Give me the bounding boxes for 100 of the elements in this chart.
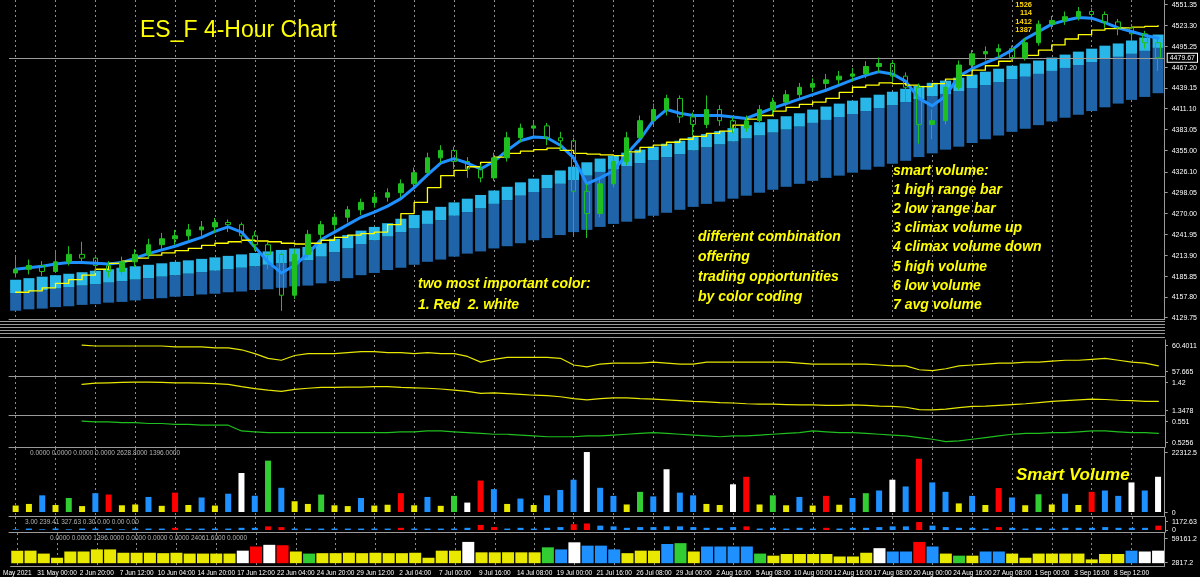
bar [661, 143, 673, 158]
bar [1035, 494, 1042, 512]
bar [541, 547, 554, 564]
bar [158, 505, 165, 512]
candlestick [1049, 15, 1055, 30]
candlestick [39, 260, 45, 277]
bar [544, 495, 550, 512]
candlestick [504, 131, 510, 163]
bar [650, 527, 657, 530]
bar [1155, 476, 1162, 512]
bar [488, 203, 500, 249]
bar [1128, 527, 1135, 530]
bar [424, 496, 431, 512]
bar [767, 555, 780, 564]
bar [703, 527, 710, 530]
bar [690, 527, 697, 530]
candlestick [199, 220, 204, 237]
bar [860, 97, 872, 112]
bar [1088, 527, 1095, 530]
bar [411, 505, 418, 512]
bar [767, 132, 779, 190]
bar [716, 527, 723, 530]
bar [12, 505, 19, 512]
candlestick [451, 146, 457, 170]
bar [743, 476, 750, 512]
bar [477, 524, 484, 530]
bar [597, 525, 604, 530]
candlestick [93, 254, 98, 274]
annotation: smart volume: 1 high range bar 2 low range bar 3 climax volume up 4 climax volume down 5 high volume 6 low volume 7 avg volume [892, 161, 1042, 312]
bar [384, 504, 391, 512]
bar [1142, 527, 1149, 530]
candlestick [770, 97, 776, 115]
line-series [81, 420, 1159, 443]
bar [661, 543, 674, 564]
bar [1155, 525, 1162, 530]
candlestick [929, 109, 935, 140]
bar [209, 257, 221, 271]
bar [10, 279, 22, 293]
bar [647, 160, 659, 216]
bar [1101, 490, 1108, 512]
bar [1019, 63, 1031, 77]
bar [807, 122, 819, 181]
bar [687, 150, 699, 207]
bar [169, 261, 181, 276]
bar [1048, 504, 1055, 512]
bar [36, 290, 48, 309]
bar [740, 138, 752, 196]
bar [397, 493, 404, 512]
bar [289, 551, 302, 564]
bar [528, 191, 540, 241]
bar [793, 113, 805, 127]
bar [863, 527, 870, 530]
bar [451, 495, 458, 512]
candlestick [13, 256, 18, 278]
bar [716, 505, 723, 512]
bar [862, 493, 869, 512]
bar [132, 504, 139, 512]
bar [982, 505, 989, 512]
bar [541, 174, 553, 189]
candlestick [438, 144, 443, 164]
bar [421, 223, 433, 262]
bar [650, 496, 657, 512]
bar [182, 273, 194, 296]
bar [265, 526, 272, 530]
candlestick [225, 218, 231, 233]
bar [528, 552, 541, 564]
bar [634, 163, 646, 219]
bar [1125, 550, 1138, 564]
bar [993, 82, 1005, 136]
bar [235, 267, 247, 292]
bar [238, 527, 245, 530]
bar [594, 158, 606, 172]
bar [355, 243, 367, 276]
bar [1059, 54, 1071, 68]
bar [276, 545, 289, 564]
bar [1086, 48, 1098, 63]
bar [1035, 527, 1042, 530]
bar [448, 215, 460, 257]
bar [636, 491, 643, 512]
bar [291, 501, 298, 512]
candlestick [704, 94, 709, 129]
candlestick [584, 183, 590, 239]
bar [833, 116, 845, 176]
bar [517, 527, 524, 530]
bar [647, 146, 659, 161]
bar [956, 527, 963, 530]
bar [969, 495, 976, 512]
bar [995, 527, 1002, 530]
bar [674, 140, 686, 155]
bar [621, 553, 634, 564]
bar [729, 484, 736, 512]
bar [1139, 50, 1151, 97]
bar [913, 541, 926, 564]
bar [172, 527, 179, 530]
candlestick [385, 187, 390, 203]
bar [541, 188, 553, 239]
bar [182, 260, 194, 274]
bar [754, 122, 766, 136]
bar [1152, 47, 1164, 94]
bar [1141, 490, 1148, 512]
